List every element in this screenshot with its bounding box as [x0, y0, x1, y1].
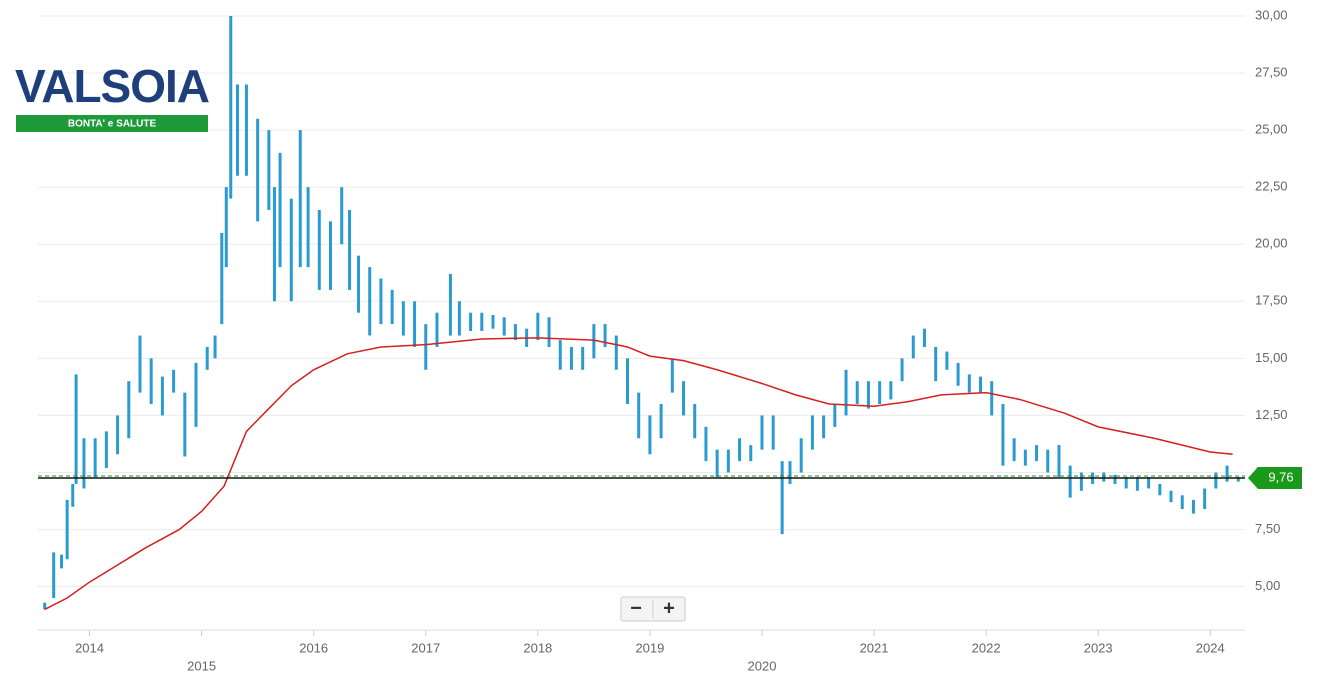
logo: VALSOIA BONTA' e SALUTE — [15, 60, 210, 132]
y-tick-label: 15,00 — [1255, 350, 1288, 365]
logo-tagline: BONTA' e SALUTE — [68, 119, 157, 130]
x-tick-label: 2021 — [860, 640, 889, 655]
y-tick-label: 12,50 — [1255, 407, 1288, 422]
logo-band — [16, 115, 208, 132]
x-tick-label: 2017 — [411, 640, 440, 655]
zoom-controls: − + — [620, 596, 686, 622]
y-tick-label: 22,50 — [1255, 179, 1288, 194]
zoom-out[interactable]: − — [630, 597, 642, 619]
y-tick-label: 5,00 — [1255, 578, 1280, 593]
x-tick-label: 2019 — [635, 640, 664, 655]
x-tick-label: 2015 — [187, 658, 216, 673]
y-tick-label: 7,50 — [1255, 521, 1280, 536]
x-tick-label: 2020 — [748, 658, 777, 673]
logo-name: VALSOIA — [15, 60, 209, 112]
x-tick-label: 2016 — [299, 640, 328, 655]
x-tick-label: 2018 — [523, 640, 552, 655]
y-tick-label: 25,00 — [1255, 122, 1288, 137]
x-tick-label: 2023 — [1084, 640, 1113, 655]
zoom-in[interactable]: + — [663, 597, 675, 619]
x-tick-label: 2024 — [1196, 640, 1225, 655]
x-tick-label: 2022 — [972, 640, 1001, 655]
y-tick-label: 30,00 — [1255, 7, 1288, 22]
x-tick-label: 2014 — [75, 640, 104, 655]
last-price-badge — [1248, 466, 1302, 489]
last-price-label: 9,76 — [1268, 469, 1293, 484]
y-tick-label: 17,50 — [1255, 293, 1288, 308]
y-tick-label: 20,00 — [1255, 236, 1288, 251]
moving-average — [44, 337, 1233, 611]
y-tick-label: 27,50 — [1255, 64, 1288, 79]
